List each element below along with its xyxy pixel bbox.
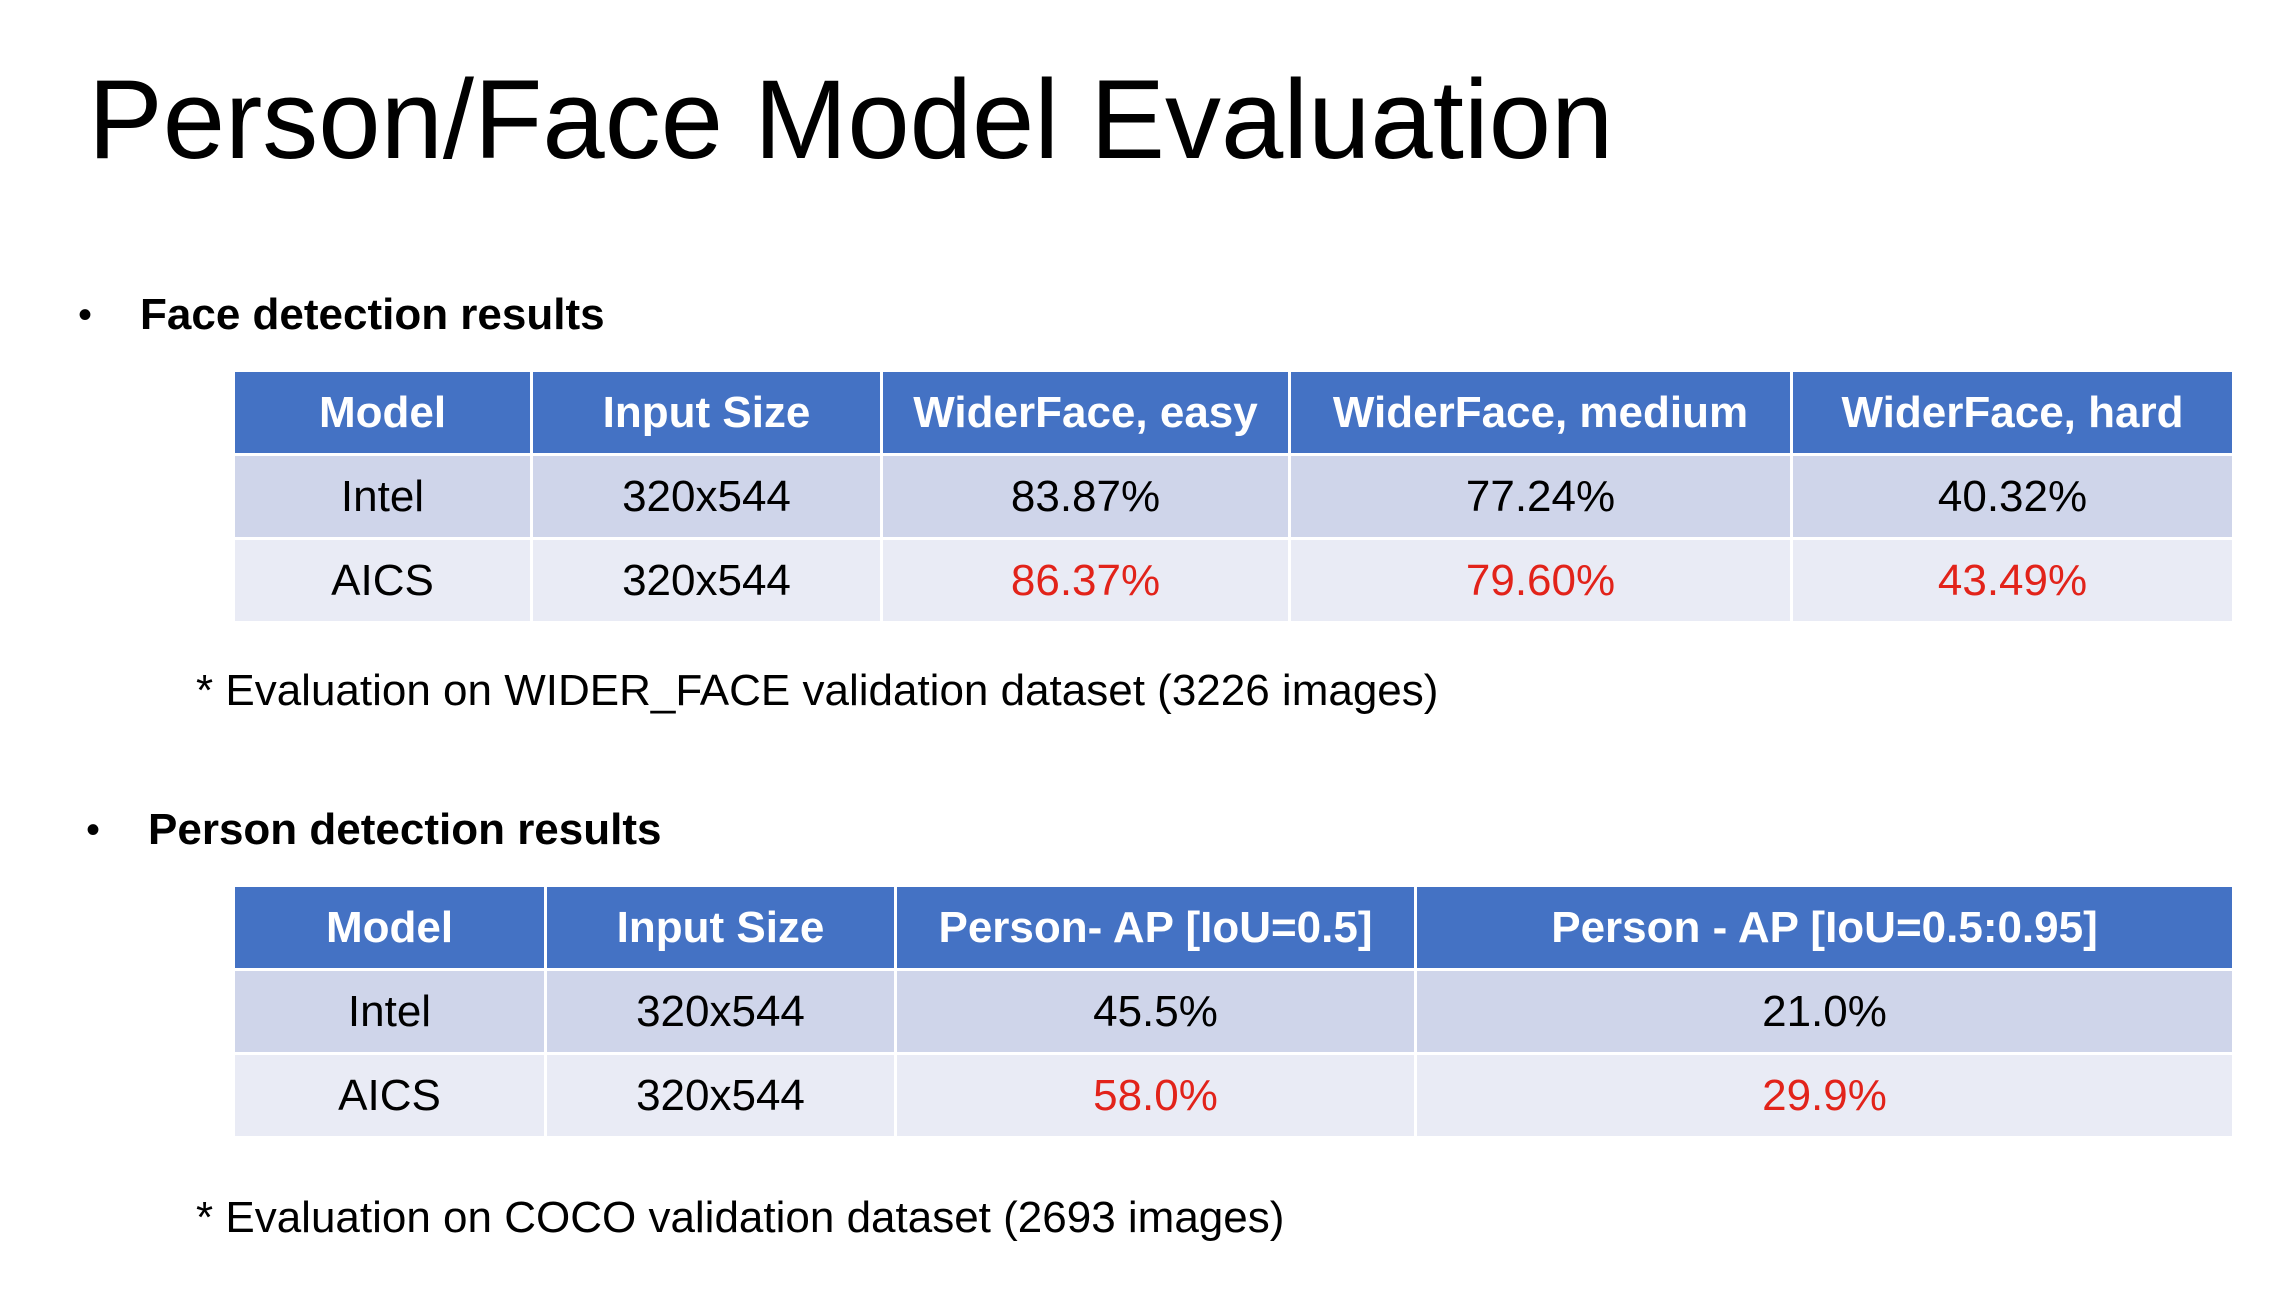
face-section-heading-text: Face detection results bbox=[140, 290, 605, 339]
medium-score-cell-highlighted: 79.60% bbox=[1288, 537, 1793, 624]
ap-0-5-0-95-cell-highlighted: 29.9% bbox=[1414, 1052, 2235, 1139]
person-section-heading-text: Person detection results bbox=[148, 805, 662, 854]
person-section-heading: • Person detection results bbox=[86, 800, 661, 860]
model-cell: Intel bbox=[232, 968, 547, 1055]
column-header-widerface-medium: WiderFace, medium bbox=[1288, 369, 1793, 456]
column-header-model: Model bbox=[232, 884, 547, 971]
table-row: AICS 320x544 58.0% 29.9% bbox=[232, 1052, 2235, 1139]
column-header-input-size: Input Size bbox=[544, 884, 897, 971]
input-size-cell: 320x544 bbox=[530, 453, 883, 540]
table-row: Intel 320x544 83.87% 77.24% 40.32% bbox=[232, 453, 2235, 540]
hard-score-cell: 40.32% bbox=[1790, 453, 2235, 540]
input-size-cell: 320x544 bbox=[544, 968, 897, 1055]
face-footnote: * Evaluation on WIDER_FACE validation da… bbox=[196, 666, 1439, 715]
model-cell: Intel bbox=[232, 453, 533, 540]
model-cell: AICS bbox=[232, 537, 533, 624]
face-section-heading: • Face detection results bbox=[78, 285, 605, 345]
column-header-person-ap-iou-0-5: Person- AP [IoU=0.5] bbox=[894, 884, 1417, 971]
column-header-widerface-hard: WiderFace, hard bbox=[1790, 369, 2235, 456]
input-size-cell: 320x544 bbox=[544, 1052, 897, 1139]
person-results-table: Model Input Size Person- AP [IoU=0.5] Pe… bbox=[232, 884, 2235, 1139]
table-row: AICS 320x544 86.37% 79.60% 43.49% bbox=[232, 537, 2235, 624]
table-header-row: Model Input Size WiderFace, easy WiderFa… bbox=[232, 369, 2235, 456]
column-header-input-size: Input Size bbox=[530, 369, 883, 456]
bullet-icon: • bbox=[86, 808, 101, 852]
input-size-cell: 320x544 bbox=[530, 537, 883, 624]
person-footnote: * Evaluation on COCO validation dataset … bbox=[196, 1193, 1285, 1242]
hard-score-cell-highlighted: 43.49% bbox=[1790, 537, 2235, 624]
easy-score-cell: 83.87% bbox=[880, 453, 1291, 540]
medium-score-cell: 77.24% bbox=[1288, 453, 1793, 540]
model-cell: AICS bbox=[232, 1052, 547, 1139]
bullet-icon: • bbox=[78, 293, 93, 337]
ap-0-5-cell-highlighted: 58.0% bbox=[894, 1052, 1417, 1139]
slide-title: Person/Face Model Evaluation bbox=[88, 57, 1614, 182]
ap-0-5-0-95-cell: 21.0% bbox=[1414, 968, 2235, 1055]
face-results-table: Model Input Size WiderFace, easy WiderFa… bbox=[232, 369, 2235, 624]
table-header-row: Model Input Size Person- AP [IoU=0.5] Pe… bbox=[232, 884, 2235, 971]
table-row: Intel 320x544 45.5% 21.0% bbox=[232, 968, 2235, 1055]
column-header-model: Model bbox=[232, 369, 533, 456]
ap-0-5-cell: 45.5% bbox=[894, 968, 1417, 1055]
easy-score-cell-highlighted: 86.37% bbox=[880, 537, 1291, 624]
column-header-person-ap-iou-0-5-0-95: Person - AP [IoU=0.5:0.95] bbox=[1414, 884, 2235, 971]
column-header-widerface-easy: WiderFace, easy bbox=[880, 369, 1291, 456]
